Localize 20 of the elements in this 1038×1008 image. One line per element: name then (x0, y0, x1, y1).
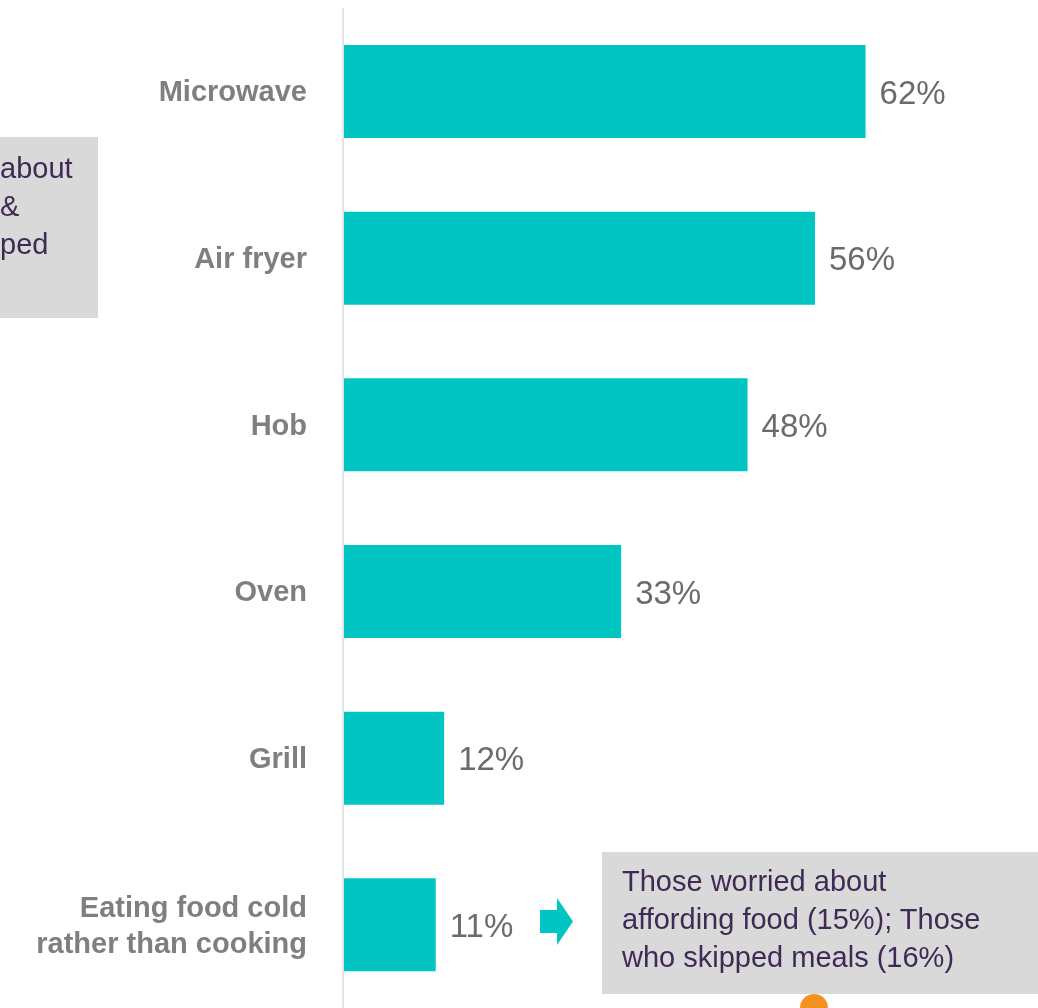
data-label: 56% (828, 240, 896, 278)
y-tick-label: Grill (248, 742, 307, 774)
y-tick-label: Oven (234, 575, 307, 608)
bar (343, 545, 622, 638)
data-label: 62% (879, 73, 946, 111)
bar (343, 211, 815, 305)
y-tick-label: Eating food cold rather than cooking (36, 890, 307, 959)
text: about & ped (0, 137, 98, 318)
bar (343, 378, 748, 472)
data-label: 33% (635, 573, 702, 611)
bar (343, 45, 866, 138)
data-label: 48% (761, 406, 828, 444)
y-tick-label: Air fryer (194, 242, 307, 274)
bar (343, 711, 445, 805)
annotation: Those worried about affording food (15%); Those who skipped meals (16%) (602, 852, 1038, 994)
bar (343, 878, 436, 972)
y-tick-label: Hob (250, 408, 307, 441)
data-label: 11% (449, 906, 514, 944)
data-label: 12% (458, 740, 525, 778)
y-tick-label: Microwave (158, 75, 307, 108)
